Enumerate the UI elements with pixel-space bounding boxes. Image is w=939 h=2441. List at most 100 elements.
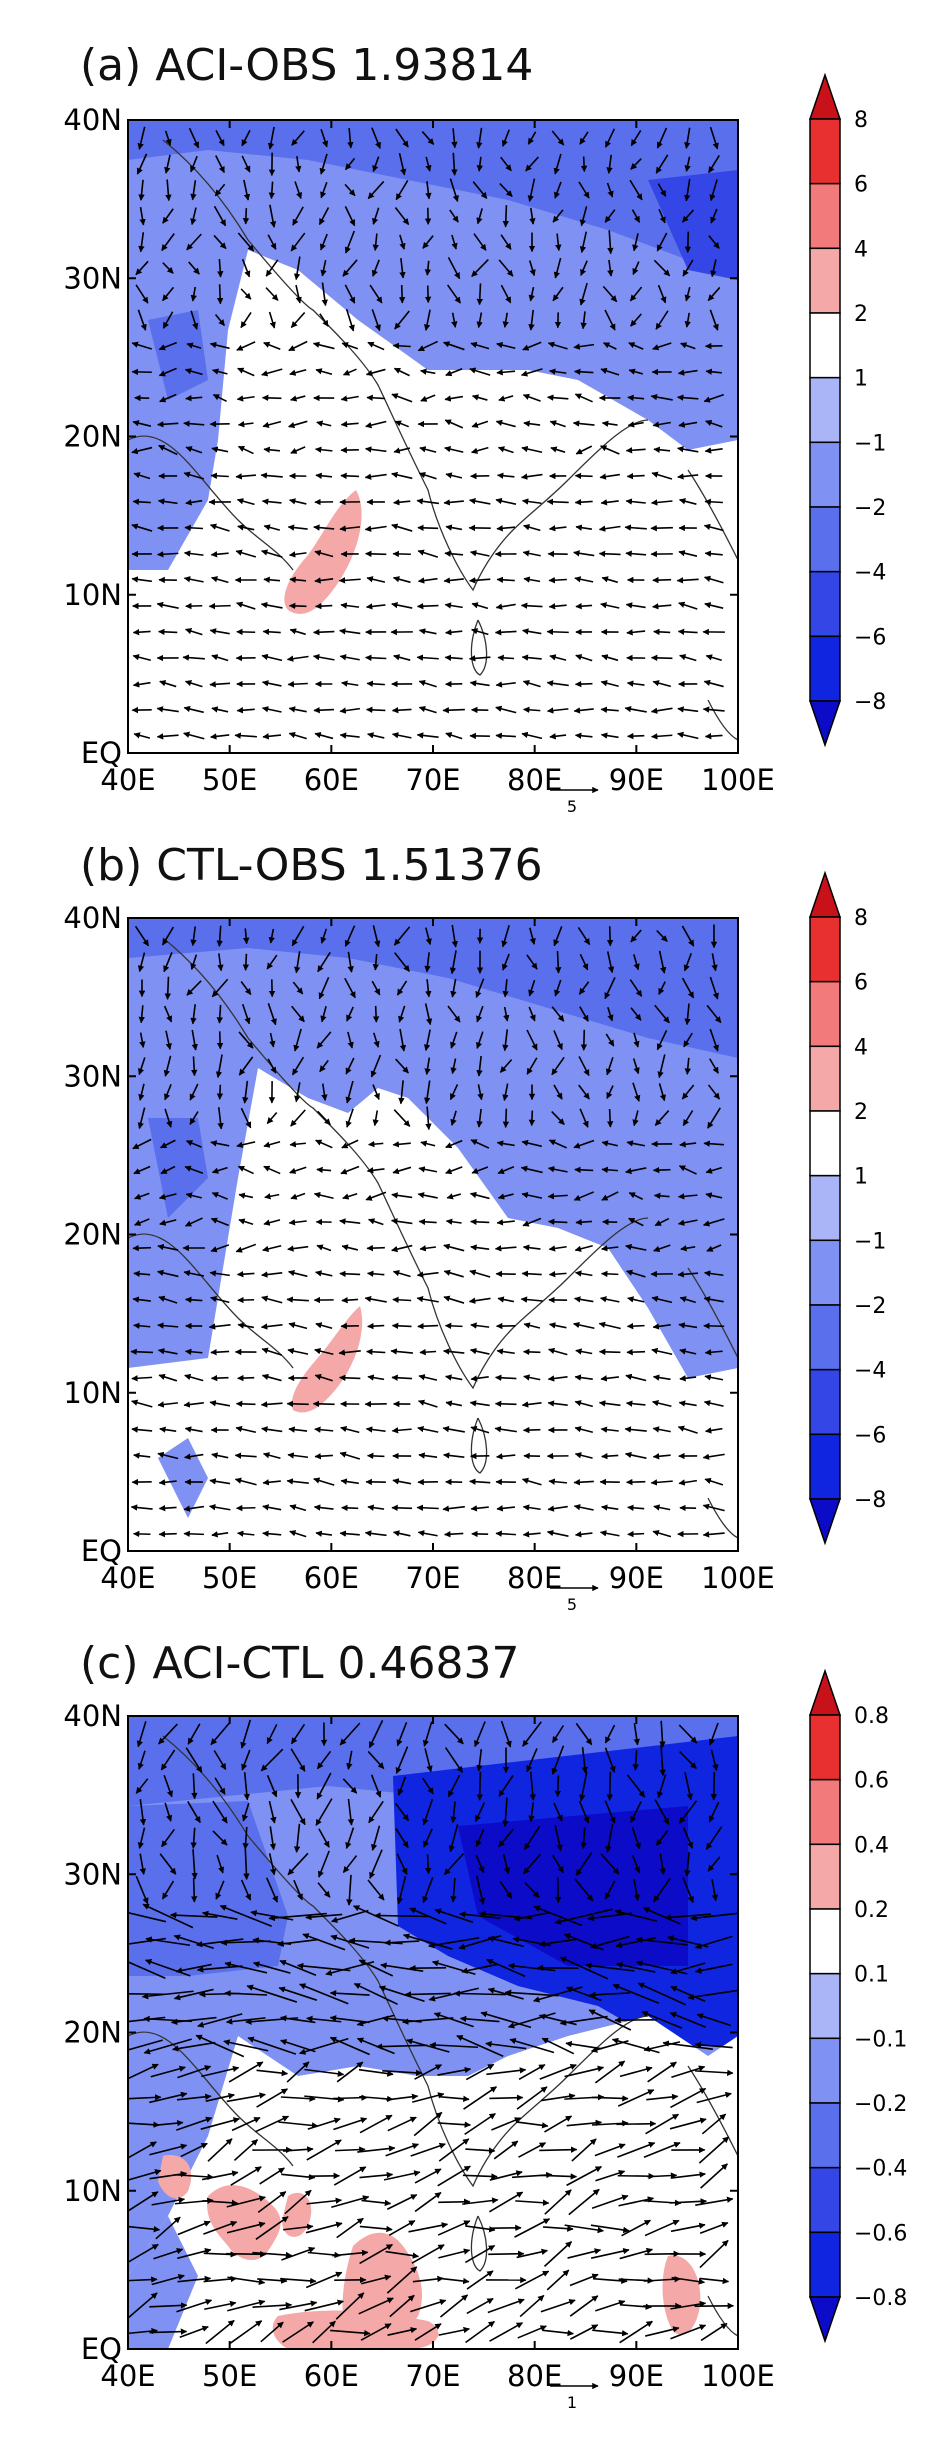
wind-vector [165, 1030, 172, 1050]
wind-vector [346, 1006, 354, 1022]
wind-vector [399, 234, 406, 250]
wind-vector [268, 181, 276, 200]
wind-vector [234, 732, 257, 739]
wind-vector [133, 1322, 151, 1329]
wind-vector [188, 127, 200, 149]
y-tick-label: 10N [63, 1376, 122, 1410]
wind-vector [393, 654, 411, 661]
wind-vector [677, 446, 699, 453]
wind-vector [416, 498, 440, 505]
panel-b-title: (b) CTL-OBS 1.51376 [80, 840, 543, 891]
wind-vector [470, 1139, 490, 1149]
colorbar-label: 1 [854, 1165, 868, 1190]
wind-vector [365, 603, 386, 610]
wind-vector [242, 208, 250, 225]
wind-vector [267, 1058, 277, 1074]
wind-vector [551, 130, 565, 146]
wind-vector [391, 1322, 412, 1330]
wind-vector [607, 259, 614, 277]
wind-vector [497, 1165, 515, 1175]
wind-vector [477, 1084, 484, 1101]
wind-vector [598, 525, 621, 532]
wind-vector [288, 420, 308, 429]
wind-vector [601, 576, 618, 584]
wind-vector [344, 977, 356, 999]
wind-vector [261, 498, 282, 505]
wind-vector [312, 654, 335, 661]
wind-vector [372, 953, 379, 971]
wind-vector [494, 1400, 517, 1408]
wind-vector [655, 154, 669, 174]
wind-vector [260, 601, 283, 609]
wind-vector [629, 979, 643, 997]
wind-vector [290, 311, 306, 329]
wind-vector [156, 733, 179, 740]
wind-vector [344, 206, 356, 227]
wind-vector [316, 1031, 332, 1049]
wind-vector [134, 925, 150, 947]
wind-vector [553, 153, 562, 175]
wind-vector [313, 524, 335, 531]
wind-vector [138, 179, 145, 201]
wind-vector [651, 1295, 673, 1304]
wind-vector [371, 309, 381, 332]
wind-vector [184, 368, 203, 376]
wind-vector [627, 1530, 645, 1538]
wind-vector [420, 394, 436, 402]
wind-vector [184, 680, 203, 688]
wind-vector [709, 1058, 719, 1074]
wind-vector [606, 182, 614, 198]
wind-vector [521, 1270, 542, 1277]
wind-vector [575, 654, 593, 662]
wind-vector [630, 158, 642, 170]
wind-vector [185, 499, 203, 506]
wind-vector [476, 127, 483, 149]
wind-vector [211, 446, 229, 453]
panel-a: (a) ACI-OBS 1.93814 8 6 4 2 1 −1 −2 −4 −6 −8 40E [63, 40, 886, 816]
wind-vector [163, 1055, 172, 1077]
wind-vector [268, 311, 276, 329]
wind-vector [629, 179, 643, 201]
wind-vector [656, 1029, 668, 1051]
wind-vector [522, 550, 541, 557]
wind-vector [288, 551, 307, 558]
wind-vector [131, 446, 153, 455]
wind-vector [372, 156, 380, 173]
wind-vector [184, 1373, 204, 1382]
wind-vector [677, 1271, 699, 1278]
panel-a-colorbar: 8 6 4 2 1 −1 −2 −4 −6 −8 [808, 72, 886, 748]
wind-vector [546, 498, 569, 505]
wind-vector [443, 1348, 465, 1355]
wind-vector [209, 341, 230, 350]
wind-vector [424, 1003, 433, 1026]
wind-vector [367, 732, 385, 739]
wind-vector [286, 655, 309, 662]
wind-vector [573, 707, 594, 714]
wind-vector [184, 1348, 203, 1355]
wind-vector [703, 679, 724, 688]
wind-vector [419, 1348, 437, 1356]
wind-vector [217, 1107, 224, 1130]
wind-vector [338, 1349, 361, 1356]
wind-vector [210, 733, 230, 740]
wind-vector [443, 1269, 464, 1278]
wind-vector [345, 1057, 355, 1075]
wind-vector [289, 369, 307, 376]
wind-vector [628, 1192, 644, 1200]
wind-vector [315, 1139, 333, 1149]
colorbar-label: −0.4 [854, 2157, 907, 2182]
wind-vector [133, 1165, 151, 1175]
wind-vector [267, 126, 275, 150]
wind-vector [288, 731, 307, 740]
wind-vector [313, 1191, 334, 1199]
wind-vector [131, 368, 152, 376]
wind-vector [495, 681, 516, 688]
wind-vector [601, 1140, 619, 1147]
wind-vector [496, 472, 515, 479]
wind-vector [580, 1029, 588, 1051]
wind-vector [653, 628, 671, 636]
wind-vector [444, 602, 463, 609]
wind-vector [626, 629, 646, 636]
wind-vector [241, 129, 251, 147]
wind-vector [133, 732, 151, 739]
